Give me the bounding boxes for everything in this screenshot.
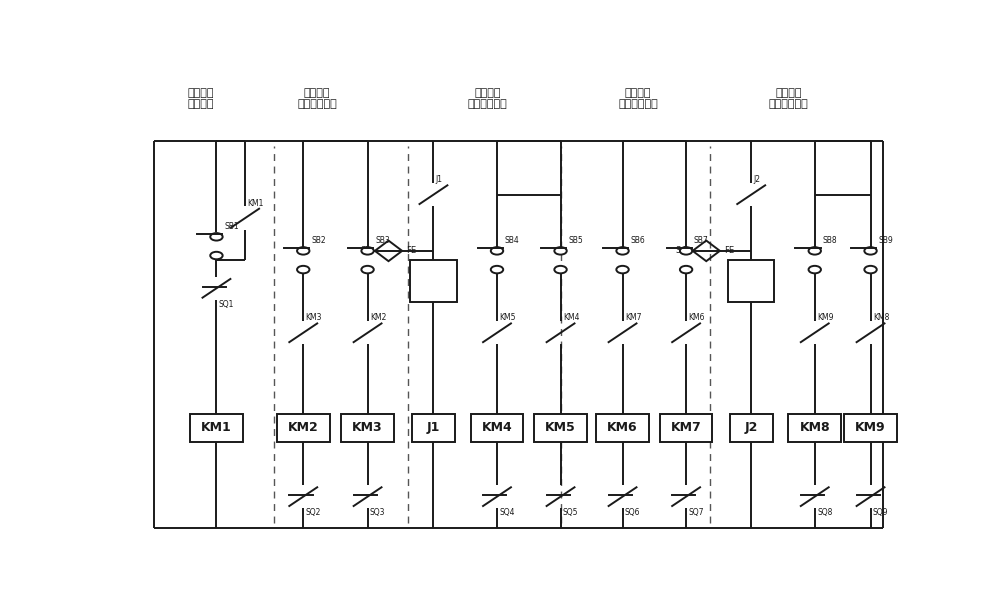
Bar <box>471 413 523 441</box>
Bar <box>412 413 455 441</box>
Text: J1: J1 <box>436 175 443 184</box>
Text: SB8: SB8 <box>822 236 837 245</box>
Text: S1: S1 <box>360 246 371 255</box>
Circle shape <box>616 247 629 255</box>
Circle shape <box>554 266 567 274</box>
Bar <box>730 413 773 441</box>
Circle shape <box>680 266 692 274</box>
Text: KM1: KM1 <box>247 199 264 208</box>
Text: KM5: KM5 <box>499 314 516 322</box>
Text: SQ9: SQ9 <box>873 508 888 517</box>
Text: SQ6: SQ6 <box>625 508 640 517</box>
Circle shape <box>680 247 692 255</box>
Text: KM6: KM6 <box>607 421 638 434</box>
Bar <box>844 413 897 441</box>
Text: SB3: SB3 <box>375 236 390 245</box>
Bar <box>660 413 712 441</box>
Text: FE: FE <box>406 246 416 255</box>
Text: KM2: KM2 <box>370 314 386 322</box>
Circle shape <box>297 247 309 255</box>
Text: KM7: KM7 <box>625 314 641 322</box>
Bar <box>190 413 243 441</box>
Text: 保定架乙
夹紧机构控制: 保定架乙 夹紧机构控制 <box>769 88 808 109</box>
Text: SB5: SB5 <box>568 236 583 245</box>
Text: KM6: KM6 <box>688 314 705 322</box>
Text: J2: J2 <box>754 175 761 184</box>
Text: 保定架甲
升降机构控制: 保定架甲 升降机构控制 <box>297 88 337 109</box>
Text: SQ5: SQ5 <box>563 508 578 517</box>
Text: KM9: KM9 <box>817 314 834 322</box>
Bar <box>410 260 457 302</box>
Text: SQ1: SQ1 <box>219 300 234 309</box>
Bar <box>341 413 394 441</box>
Bar <box>596 413 649 441</box>
Text: SB4: SB4 <box>505 236 520 245</box>
Text: SB1: SB1 <box>224 222 239 230</box>
Circle shape <box>554 247 567 255</box>
Text: KM4: KM4 <box>482 421 512 434</box>
Circle shape <box>297 266 309 274</box>
Text: KM7: KM7 <box>671 421 701 434</box>
Text: SB6: SB6 <box>630 236 645 245</box>
Text: KM2: KM2 <box>288 421 319 434</box>
Text: FE: FE <box>724 246 734 255</box>
Text: SB7: SB7 <box>694 236 709 245</box>
Bar <box>788 413 841 441</box>
Text: KM8: KM8 <box>799 421 830 434</box>
Circle shape <box>809 266 821 274</box>
Bar <box>534 413 587 441</box>
Text: 转盘旋转
机构控制: 转盘旋转 机构控制 <box>188 88 214 109</box>
Text: SQ2: SQ2 <box>306 508 321 517</box>
Text: SB9: SB9 <box>878 236 893 245</box>
Text: KM1: KM1 <box>201 421 232 434</box>
Text: SB2: SB2 <box>311 236 326 245</box>
Bar <box>728 260 774 302</box>
Circle shape <box>616 266 629 274</box>
Text: KM8: KM8 <box>873 314 889 322</box>
Text: KM4: KM4 <box>563 314 579 322</box>
Text: KM9: KM9 <box>855 421 886 434</box>
Text: J1: J1 <box>427 421 440 434</box>
Circle shape <box>210 252 223 259</box>
Text: SQ7: SQ7 <box>688 508 704 517</box>
Circle shape <box>491 247 503 255</box>
Text: KM3: KM3 <box>306 314 322 322</box>
Text: 保定架乙
升降机构控制: 保定架乙 升降机构控制 <box>618 88 658 109</box>
Text: KM3: KM3 <box>352 421 383 434</box>
Text: SQ4: SQ4 <box>499 508 515 517</box>
Circle shape <box>361 266 374 274</box>
Circle shape <box>361 247 374 255</box>
Circle shape <box>809 247 821 255</box>
Text: S.2: S.2 <box>676 246 689 255</box>
Circle shape <box>864 247 877 255</box>
Text: SQ8: SQ8 <box>817 508 832 517</box>
Bar <box>277 413 330 441</box>
Text: KM5: KM5 <box>545 421 576 434</box>
Text: SQ3: SQ3 <box>370 508 385 517</box>
Circle shape <box>491 266 503 274</box>
Circle shape <box>210 233 223 241</box>
Text: 保定架甲
夹紧机构控制: 保定架甲 夹紧机构控制 <box>468 88 508 109</box>
Circle shape <box>864 266 877 274</box>
Text: J2: J2 <box>745 421 758 434</box>
